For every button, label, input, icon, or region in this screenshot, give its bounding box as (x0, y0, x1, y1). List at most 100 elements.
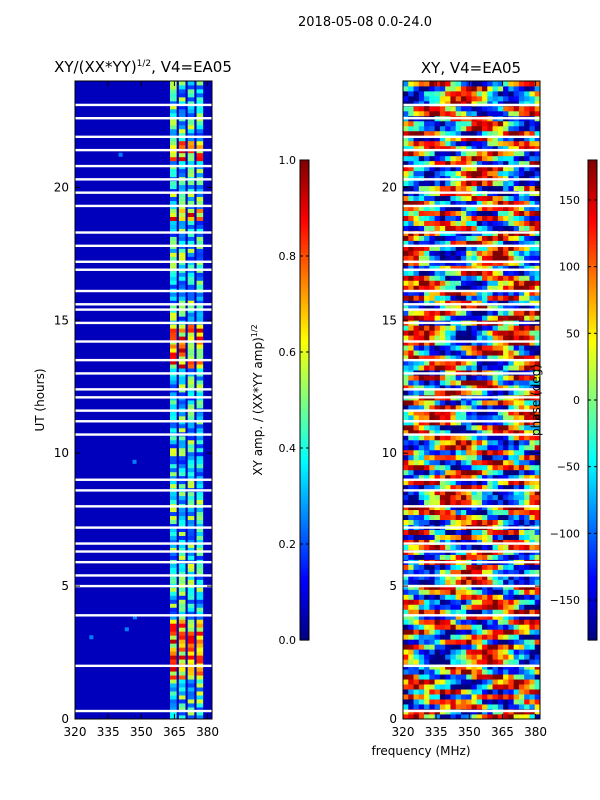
right-phase-cell (439, 345, 446, 351)
right-phase-cell (482, 539, 488, 545)
right-phase-cell (455, 454, 462, 461)
right-flagged-row (403, 148, 540, 152)
right-phase-cell (508, 404, 515, 411)
right-phase-cell (508, 280, 515, 286)
right-phase-cell (508, 704, 515, 710)
right-phase-cell (445, 599, 451, 605)
right-phase-cell (497, 469, 504, 476)
left-band-cell (170, 216, 177, 221)
right-phase-cell (534, 649, 540, 655)
left-band-cell (196, 392, 204, 397)
right-phase-cell (508, 120, 515, 127)
right-phase-cell (503, 310, 509, 316)
right-phase-cell (518, 280, 525, 286)
left-band-cell (196, 352, 204, 357)
right-phase-cell (466, 145, 472, 152)
right-phase-cell (445, 459, 451, 466)
right-phase-cell (487, 689, 493, 695)
left-band-cell (178, 519, 186, 525)
right-phase-cell (418, 574, 425, 580)
right-phase-cell (450, 689, 457, 695)
left-band-cell (187, 551, 195, 556)
right-phase-cell (408, 699, 414, 705)
right-ytick-label: 15 (382, 313, 397, 327)
right-phase-cell (450, 260, 457, 266)
left-colorbar-swatch (300, 432, 309, 437)
right-phase-cell (534, 170, 540, 177)
left-band-cell (196, 643, 204, 648)
right-phase-cell (450, 130, 457, 137)
right-phase-cell (518, 564, 525, 570)
right-phase-cell (460, 155, 467, 162)
right-phase-cell (492, 654, 499, 660)
right-phase-cell (460, 145, 467, 152)
right-phase-cell (476, 195, 483, 202)
right-phase-cell (445, 350, 451, 356)
right-phase-cell (487, 649, 493, 655)
left-band-cell (178, 376, 186, 381)
left-band-cell (187, 631, 195, 636)
left-band-cell (196, 232, 204, 237)
right-phase-cell (513, 634, 520, 640)
right-phase-cell (403, 180, 409, 187)
left-band-cell (170, 352, 177, 357)
right-phase-cell (482, 360, 488, 366)
left-band-cell (187, 703, 195, 708)
right-phase-cell (434, 310, 441, 316)
right-phase-cell (413, 579, 420, 585)
right-phase-cell (403, 634, 409, 640)
right-phase-cell (403, 85, 409, 92)
right-phase-cell (492, 305, 499, 311)
right-phase-cell (429, 150, 436, 157)
left-band-cell (196, 455, 204, 461)
left-colorbar-swatch (300, 632, 309, 637)
right-phase-cell (524, 674, 530, 680)
right-phase-cell (503, 280, 509, 286)
right-phase-cell (455, 310, 462, 316)
right-colorbar-swatch (588, 400, 597, 405)
right-phase-cell (429, 170, 436, 177)
right-phase-cell (529, 429, 536, 436)
left-band-cell (178, 312, 186, 317)
left-band-cell (196, 595, 204, 600)
right-phase-cell (434, 180, 441, 187)
right-phase-cell (455, 574, 462, 580)
right-phase-cell (434, 245, 441, 251)
right-phase-cell (418, 469, 425, 476)
right-phase-cell (492, 589, 499, 595)
right-phase-cell (482, 90, 488, 97)
left-colorbar-swatch (300, 464, 309, 469)
right-phase-cell (492, 325, 499, 331)
left-flagged-row (75, 244, 212, 248)
right-phase-cell (471, 285, 478, 291)
left-band-cell (178, 527, 186, 532)
right-phase-cell (450, 305, 457, 311)
left-band-cell (187, 655, 195, 660)
right-phase-cell (455, 429, 462, 436)
left-band-cell (196, 667, 204, 672)
right-phase-cell (513, 285, 520, 291)
right-phase-cell (413, 689, 420, 695)
right-phase-cell (439, 135, 446, 142)
right-phase-cell (434, 240, 441, 246)
right-phase-cell (466, 165, 472, 172)
right-phase-cell (497, 489, 504, 496)
right-phase-cell (513, 125, 520, 132)
right-phase-cell (445, 95, 451, 102)
right-colorbar-swatch (588, 184, 597, 189)
left-band-cell (178, 535, 186, 540)
right-phase-cell (408, 679, 414, 685)
right-colorbar-swatch (588, 512, 597, 517)
right-phase-cell (460, 689, 467, 695)
right-phase-cell (413, 85, 420, 92)
right-phase-cell (418, 220, 425, 226)
left-band-cell (178, 603, 186, 608)
right-phase-cell (497, 714, 504, 719)
right-phase-cell (524, 285, 530, 291)
right-phase-cell (450, 439, 457, 446)
right-phase-cell (476, 300, 483, 306)
right-phase-cell (492, 365, 499, 371)
left-band-cell (196, 368, 204, 373)
right-phase-cell (403, 260, 409, 266)
